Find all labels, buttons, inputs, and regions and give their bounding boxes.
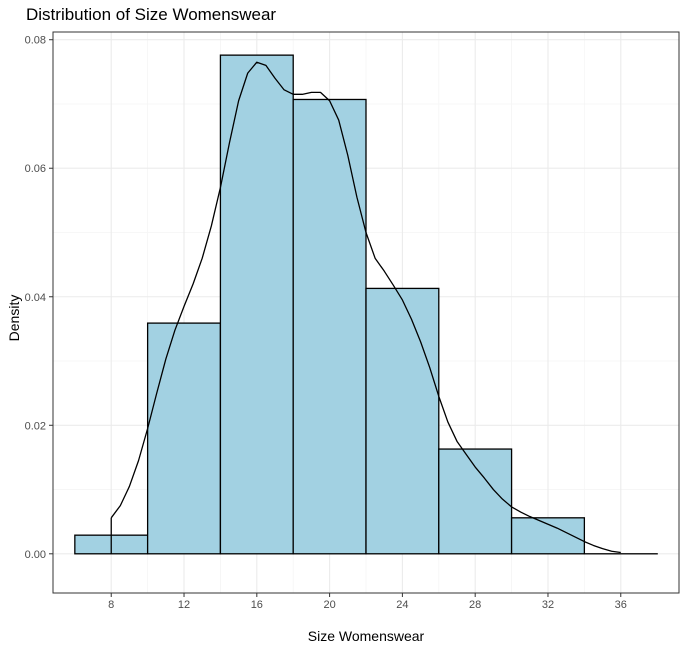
x-tick-label: 24 — [396, 599, 408, 611]
x-tick-label: 36 — [615, 599, 627, 611]
histogram-bar — [146, 322, 222, 555]
x-tick-label: 16 — [251, 599, 263, 611]
density-curve — [110, 61, 621, 554]
histogram-bar — [365, 287, 440, 555]
y-tick-label: 0.00 — [25, 549, 46, 561]
chart-title: Distribution of Size Womenswear — [26, 5, 276, 24]
histogram-bar — [219, 54, 294, 555]
y-tick-label: 0.08 — [25, 35, 46, 47]
histogram-bar — [438, 448, 513, 555]
y-tick-label: 0.04 — [25, 292, 46, 304]
x-tick-label: 12 — [178, 599, 190, 611]
x-axis-ticks: 8 12 16 20 24 28 32 36 — [108, 593, 627, 611]
x-tick-label: 28 — [469, 599, 481, 611]
density-curve-layer — [110, 61, 621, 554]
x-tick-label: 8 — [108, 599, 114, 611]
x-axis-title: Size Womenswear — [308, 628, 425, 644]
y-tick-label: 0.06 — [25, 163, 46, 175]
x-tick-label: 20 — [323, 599, 335, 611]
histogram-bars — [74, 54, 658, 555]
panel-border — [52, 31, 680, 594]
y-tick-label: 0.02 — [25, 420, 46, 432]
y-axis-ticks: 0.00 0.02 0.04 0.06 0.08 — [25, 35, 53, 561]
x-tick-label: 32 — [542, 599, 554, 611]
y-axis-title: Density — [6, 295, 22, 342]
histogram-bar — [292, 98, 367, 555]
